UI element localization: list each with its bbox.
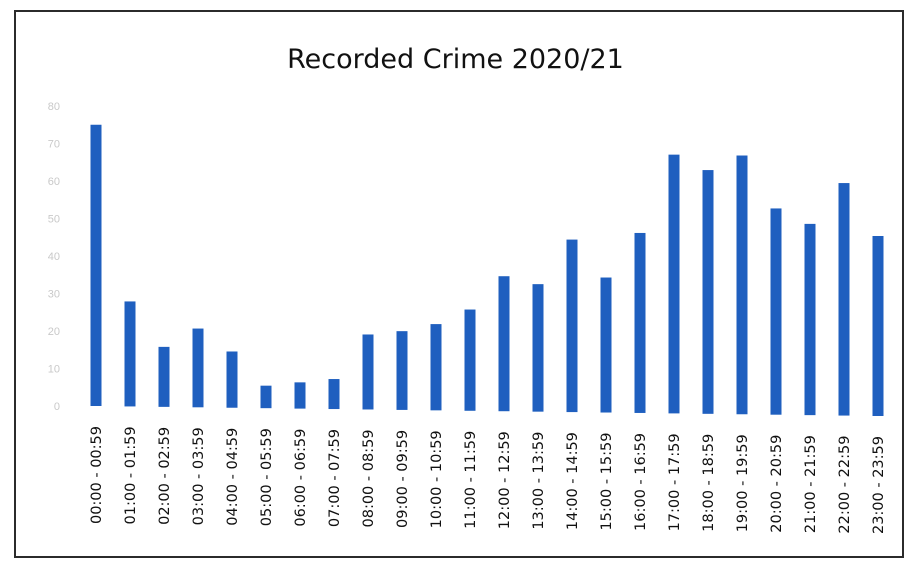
x-tick-label: 14:00 - 14:59 <box>565 432 581 530</box>
bar <box>91 125 102 406</box>
x-tick-label: 12:00 - 12:59 <box>497 431 513 529</box>
bar <box>669 155 680 414</box>
x-tick-label: 18:00 - 18:59 <box>701 434 717 532</box>
x-tick-label: 13:00 - 13:59 <box>531 432 547 530</box>
bar <box>839 183 850 416</box>
x-tick-label: 22:00 - 22:59 <box>837 436 853 534</box>
y-tick-label: 30 <box>48 289 60 301</box>
x-tick-label: 10:00 - 10:59 <box>429 430 445 528</box>
bar <box>499 276 510 411</box>
y-tick-label: 10 <box>48 364 60 376</box>
x-tick-label: 11:00 - 11:59 <box>463 431 479 529</box>
bar <box>363 334 374 409</box>
x-tick-label: 01:00 - 01:59 <box>123 426 139 524</box>
bar <box>567 240 578 413</box>
y-tick-label: 50 <box>48 214 60 226</box>
x-tick-label: 07:00 - 07:59 <box>327 429 343 527</box>
bar <box>227 351 238 407</box>
bar <box>703 170 714 414</box>
bar <box>737 156 748 415</box>
x-tick-label: 00:00 - 00:59 <box>89 426 105 524</box>
x-tick-label: 08:00 - 08:59 <box>361 429 377 527</box>
x-tick-label: 02:00 - 02:59 <box>157 427 173 525</box>
bar <box>125 301 136 406</box>
x-tick-label: 19:00 - 19:59 <box>735 434 751 532</box>
x-tick-label: 23:00 - 23:59 <box>871 436 887 534</box>
bar <box>295 382 306 408</box>
y-tick-label: 40 <box>48 251 60 263</box>
y-tick-label: 70 <box>48 139 60 151</box>
bar <box>329 379 340 409</box>
bar <box>465 310 476 411</box>
bar <box>635 233 646 413</box>
bar <box>431 324 442 410</box>
bar <box>805 224 816 415</box>
x-tick-label: 05:00 - 05:59 <box>259 428 275 526</box>
x-tick-label: 15:00 - 15:59 <box>599 433 615 531</box>
bar <box>397 331 408 410</box>
y-tick-label: 20 <box>48 326 60 338</box>
bar <box>601 278 612 413</box>
bar <box>771 208 782 414</box>
x-tick-label: 17:00 - 17:59 <box>667 433 683 531</box>
x-tick-label: 03:00 - 03:59 <box>191 427 207 525</box>
y-tick-label: 0 <box>54 401 60 413</box>
bar <box>873 236 884 416</box>
x-tick-label: 20:00 - 20:59 <box>769 435 785 533</box>
bar <box>261 386 272 409</box>
x-tick-label: 16:00 - 16:59 <box>633 433 649 531</box>
x-tick-label: 04:00 - 04:59 <box>225 428 241 526</box>
x-tick-label: 09:00 - 09:59 <box>395 430 411 528</box>
y-tick-label: 80 <box>48 101 60 113</box>
bar <box>533 284 544 412</box>
x-tick-label: 06:00 - 06:59 <box>293 429 309 527</box>
y-tick-label: 60 <box>48 176 60 188</box>
bar <box>193 329 204 408</box>
x-tick-label: 21:00 - 21:59 <box>803 435 819 533</box>
bar <box>159 347 170 407</box>
